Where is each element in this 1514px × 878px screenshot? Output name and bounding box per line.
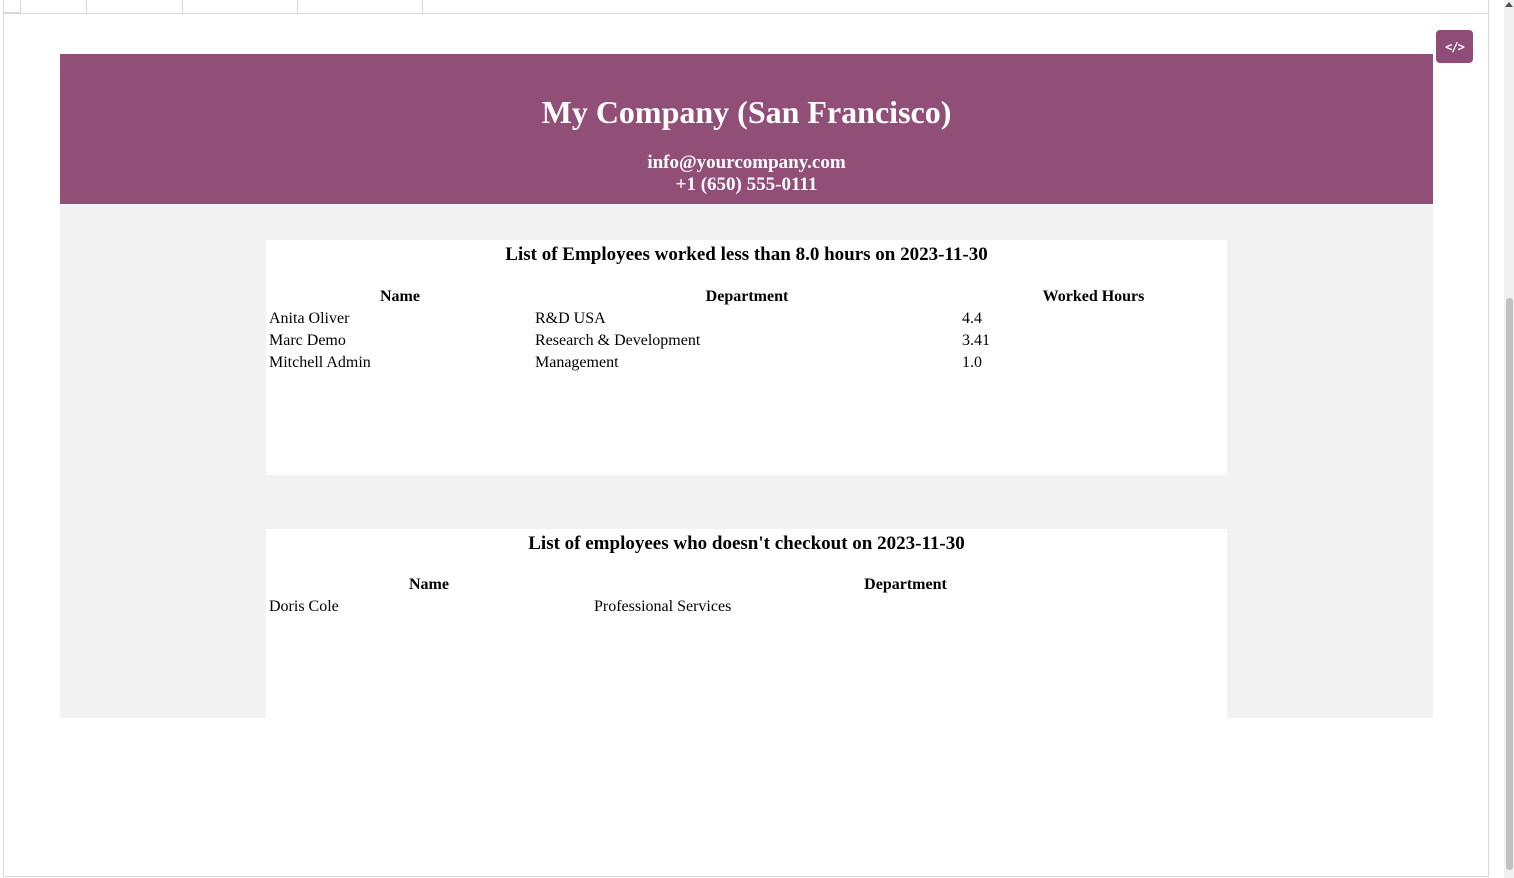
employee-department: R&D USA: [535, 310, 606, 327]
employee-name: Marc Demo: [269, 332, 346, 349]
vertical-scrollbar[interactable]: [1504, 0, 1514, 878]
scroll-up-arrow-icon[interactable]: [1505, 2, 1513, 7]
employee-department: Professional Services: [594, 598, 732, 615]
company-name: My Company (San Francisco): [541, 94, 952, 130]
tab-stub-1[interactable]: [86, 0, 87, 13]
employee-department: Management: [535, 354, 619, 371]
tab-stub-0[interactable]: [3, 0, 21, 13]
column-header-name: Name: [409, 576, 449, 593]
table-header-row: Name Department Worked Hours: [266, 286, 1227, 308]
tab-stub-4[interactable]: [422, 0, 423, 13]
table-row: Mitchell Admin Management 1.0: [266, 352, 1227, 374]
low-hours-section: List of Employees worked less than 8.0 h…: [266, 240, 1227, 475]
code-view-button[interactable]: </>: [1436, 30, 1473, 63]
report-page: My Company (San Francisco) info@yourcomp…: [60, 54, 1433, 718]
no-checkout-table: Name Department Doris Cole Professional …: [266, 574, 1227, 618]
column-header-name: Name: [380, 288, 420, 305]
no-checkout-title: List of employees who doesn't checkout o…: [528, 533, 965, 554]
employee-department: Research & Development: [535, 332, 701, 349]
no-checkout-section: List of employees who doesn't checkout o…: [266, 529, 1227, 718]
table-header-row: Name Department: [266, 574, 1227, 596]
tab-strip: [3, 0, 1489, 14]
low-hours-title: List of Employees worked less than 8.0 h…: [505, 244, 988, 265]
company-email: info@yourcompany.com: [647, 152, 846, 173]
company-header: My Company (San Francisco) info@yourcomp…: [60, 54, 1433, 204]
table-row: Doris Cole Professional Services: [266, 596, 1227, 618]
column-header-department: Department: [864, 576, 947, 593]
employee-name: Doris Cole: [269, 598, 339, 615]
table-row: Marc Demo Research & Development 3.41: [266, 330, 1227, 352]
worked-hours: 1.0: [962, 354, 982, 371]
scroll-thumb[interactable]: [1506, 298, 1513, 870]
table-row: Anita Oliver R&D USA 4.4: [266, 308, 1227, 330]
low-hours-table: Name Department Worked Hours Anita Olive…: [266, 286, 1227, 374]
employee-name: Anita Oliver: [269, 310, 350, 327]
employee-name: Mitchell Admin: [269, 354, 371, 371]
column-header-department: Department: [705, 288, 789, 305]
column-header-worked-hours: Worked Hours: [1042, 288, 1145, 305]
company-phone: +1 (650) 555-0111: [675, 174, 818, 195]
tab-stub-3[interactable]: [297, 0, 298, 13]
worked-hours: 4.4: [962, 310, 982, 327]
worked-hours: 3.41: [962, 332, 990, 349]
tab-stub-2[interactable]: [182, 0, 183, 13]
code-icon: </>: [1445, 39, 1465, 54]
